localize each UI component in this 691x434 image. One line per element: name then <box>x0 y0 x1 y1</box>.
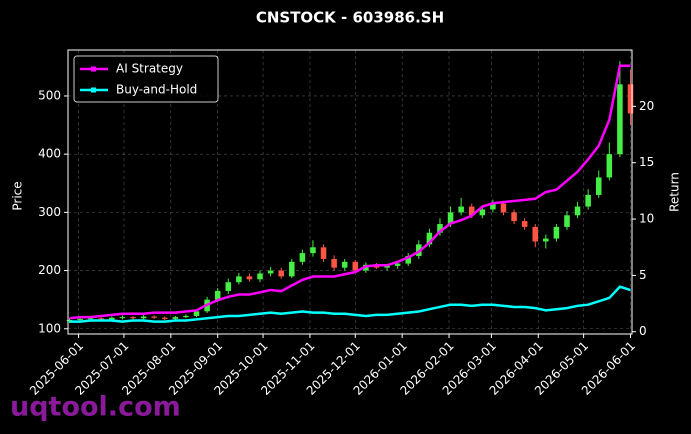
candle-body <box>543 238 549 242</box>
plot-frame <box>67 49 633 335</box>
candle-body <box>257 273 263 280</box>
y-tick-label: 400 <box>38 147 61 161</box>
candle-body <box>394 263 401 266</box>
candle-body <box>606 154 613 178</box>
candle-body <box>278 270 284 277</box>
candle-body <box>289 261 295 277</box>
y-axis-label: Price <box>11 181 25 210</box>
candle-body <box>119 317 126 319</box>
candle-body <box>490 203 496 210</box>
candle-body <box>214 290 221 300</box>
candle-body <box>130 317 136 319</box>
chart-title: CNSTOCK - 603986.SH <box>256 9 444 27</box>
y-tick-label: 100 <box>38 321 61 335</box>
candle-body <box>341 261 348 268</box>
candle-body <box>384 265 390 268</box>
candle-body <box>447 212 454 225</box>
candle-body <box>405 256 411 264</box>
legend-label: AI Strategy <box>116 62 183 76</box>
candle-body <box>595 177 602 195</box>
axes: 100200300400500051015202025-06-012025-07… <box>27 55 654 398</box>
candle-body <box>246 276 253 280</box>
candle-body <box>320 247 327 259</box>
watermark: uqtool.com <box>10 392 181 423</box>
candle-body <box>564 215 570 227</box>
candle-body <box>172 317 179 319</box>
candle-body <box>87 318 94 320</box>
y2-tick-label: 15 <box>639 155 654 169</box>
candle-body <box>267 270 274 274</box>
candle-body <box>458 206 464 213</box>
candle-body <box>310 247 316 254</box>
y2-tick-label: 20 <box>639 99 654 113</box>
candle-body <box>331 258 337 268</box>
y2-tick-label: 0 <box>639 324 647 338</box>
plot <box>66 61 634 323</box>
legend-box <box>73 55 219 103</box>
candle-body <box>151 316 157 318</box>
series-line <box>69 285 631 323</box>
candle-body <box>468 206 475 216</box>
candle-body <box>500 203 507 213</box>
candle-body <box>426 232 433 245</box>
y2-axis-label: Return <box>668 172 682 212</box>
candle-body <box>627 84 634 114</box>
candle-body <box>532 226 538 242</box>
legend-label: Buy-and-Hold <box>116 83 197 97</box>
candle-body <box>553 226 560 239</box>
candle-body <box>77 318 83 321</box>
candle-body <box>236 276 242 283</box>
candle-body <box>437 224 443 233</box>
candle-body <box>352 261 359 271</box>
y2-tick-label: 10 <box>639 212 654 226</box>
candle-body <box>617 84 623 155</box>
candle-body <box>98 318 105 320</box>
candle-body <box>140 316 147 319</box>
candle-body <box>225 282 232 291</box>
y2-tick-label: 5 <box>639 268 647 282</box>
candle-body <box>511 212 517 222</box>
y-tick-label: 300 <box>38 205 61 219</box>
series-line <box>69 64 631 320</box>
y-tick-label: 500 <box>38 88 61 102</box>
legend-marker <box>91 87 96 93</box>
candle-body <box>162 317 168 319</box>
candle-body <box>183 315 189 318</box>
candle-body <box>585 194 591 207</box>
candle-body <box>193 311 200 316</box>
candle-body <box>109 317 115 320</box>
y-tick-label: 200 <box>38 263 61 277</box>
grid <box>68 50 632 334</box>
candle-body <box>521 221 528 227</box>
candle-body <box>299 253 306 262</box>
legend-marker <box>91 66 96 72</box>
candle-body <box>574 206 581 216</box>
candle-body <box>479 209 486 216</box>
